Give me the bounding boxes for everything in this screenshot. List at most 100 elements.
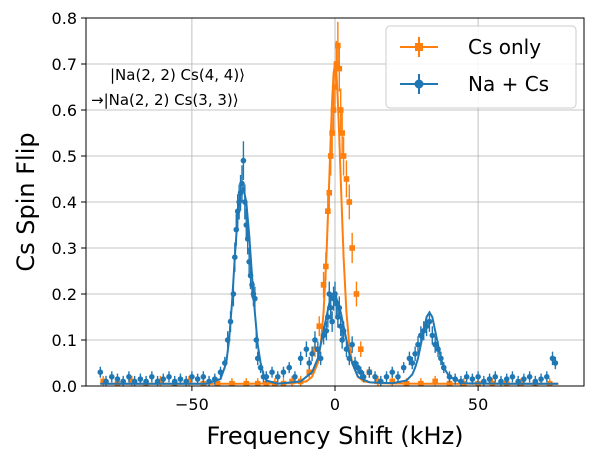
data-point — [377, 378, 384, 385]
data-point — [126, 374, 132, 380]
data-point — [137, 376, 144, 382]
data-point — [131, 378, 138, 385]
data-point — [366, 369, 373, 376]
data-point — [492, 374, 499, 380]
data-point — [160, 376, 167, 382]
data-point — [243, 380, 250, 386]
data-point — [432, 378, 438, 385]
data-point — [243, 222, 250, 228]
data-point — [549, 355, 556, 362]
data-point — [355, 364, 361, 371]
data-point — [316, 323, 323, 329]
data-point — [230, 291, 237, 297]
data-point — [383, 374, 390, 380]
y-tick-label: 0.7 — [52, 55, 77, 74]
data-point — [194, 376, 201, 382]
axis-ticks: −50 0 50 0.0 0.1 0.2 0.3 0.4 0.5 0.6 0.7 0.8 — [52, 9, 489, 414]
data-point — [403, 380, 410, 386]
data-point — [166, 374, 172, 380]
data-point — [114, 376, 121, 382]
data-point — [128, 378, 135, 385]
legend-label-na-cs: Na + Cs — [468, 72, 549, 96]
data-point — [211, 376, 218, 382]
data-point — [327, 305, 334, 311]
data-point — [309, 351, 315, 357]
data-point — [280, 369, 287, 376]
data-point — [412, 351, 418, 357]
data-point — [346, 355, 353, 362]
data-point — [257, 364, 264, 371]
data-point — [336, 65, 343, 72]
y-tick-label: 0.8 — [52, 9, 77, 28]
data-point — [214, 380, 221, 386]
data-point — [254, 355, 261, 362]
data-point — [330, 107, 337, 113]
data-point — [486, 376, 493, 382]
data-point — [189, 374, 195, 380]
annotation-line-1: |Na(2, 2) Cs(4, 4)⟩ — [110, 66, 245, 84]
legend-entry-na-cs: Na + Cs — [400, 72, 549, 96]
data-point — [521, 376, 527, 382]
data-point — [418, 380, 424, 386]
data-point — [306, 369, 313, 375]
data-point — [157, 378, 164, 385]
data-point — [227, 318, 234, 325]
data-point — [503, 376, 510, 382]
legend-entry-cs-only: Cs only — [400, 35, 541, 59]
data-point — [217, 369, 224, 376]
y-tick-label: 0.6 — [52, 101, 77, 120]
data-point — [229, 380, 235, 386]
data-point — [415, 341, 421, 348]
data-point — [249, 282, 255, 288]
data-point — [340, 328, 347, 334]
data-point — [469, 376, 476, 382]
data-point — [171, 378, 178, 385]
data-point — [177, 376, 184, 382]
data-point — [463, 374, 470, 380]
data-point — [360, 374, 367, 380]
data-point — [353, 291, 360, 297]
y-tick-label: 0.1 — [52, 331, 77, 350]
data-point — [346, 199, 353, 205]
data-point — [526, 374, 533, 380]
data-point — [446, 374, 453, 380]
data-point — [244, 236, 251, 242]
data-point — [297, 355, 304, 362]
series-1 — [97, 141, 559, 386]
data-point — [143, 378, 149, 385]
data-point — [400, 364, 407, 371]
data-point — [339, 130, 345, 136]
data-point — [325, 208, 331, 214]
data-point — [325, 314, 331, 320]
data-point — [224, 337, 231, 343]
y-tick-label: 0.2 — [52, 285, 77, 304]
annotation-line-2: →|Na(2, 2) Cs(3, 3)⟩ — [91, 91, 239, 109]
data-point — [475, 374, 481, 380]
data-point — [357, 369, 364, 376]
data-point — [332, 291, 338, 297]
data-point — [120, 378, 127, 385]
data-point — [458, 378, 464, 385]
data-point — [329, 318, 335, 325]
data-point — [452, 376, 459, 382]
data-point — [323, 328, 330, 334]
data-point — [252, 295, 258, 302]
data-point — [100, 378, 106, 385]
data-point — [532, 378, 539, 385]
data-point — [339, 337, 345, 343]
data-point — [269, 369, 275, 376]
data-point — [343, 176, 350, 182]
data-point — [357, 346, 364, 352]
y-tick-label: 0.0 — [52, 377, 77, 396]
data-point — [440, 364, 447, 371]
data-point — [303, 346, 310, 353]
data-point — [247, 272, 254, 279]
data-point — [538, 376, 544, 382]
data-point — [327, 153, 334, 159]
data-point — [274, 374, 281, 380]
x-axis-title: Frequency Shift (kHz) — [206, 422, 463, 450]
y-tick-label: 0.4 — [52, 193, 77, 212]
legend-label-cs-only: Cs only — [468, 35, 541, 59]
plot-area — [97, 21, 559, 386]
